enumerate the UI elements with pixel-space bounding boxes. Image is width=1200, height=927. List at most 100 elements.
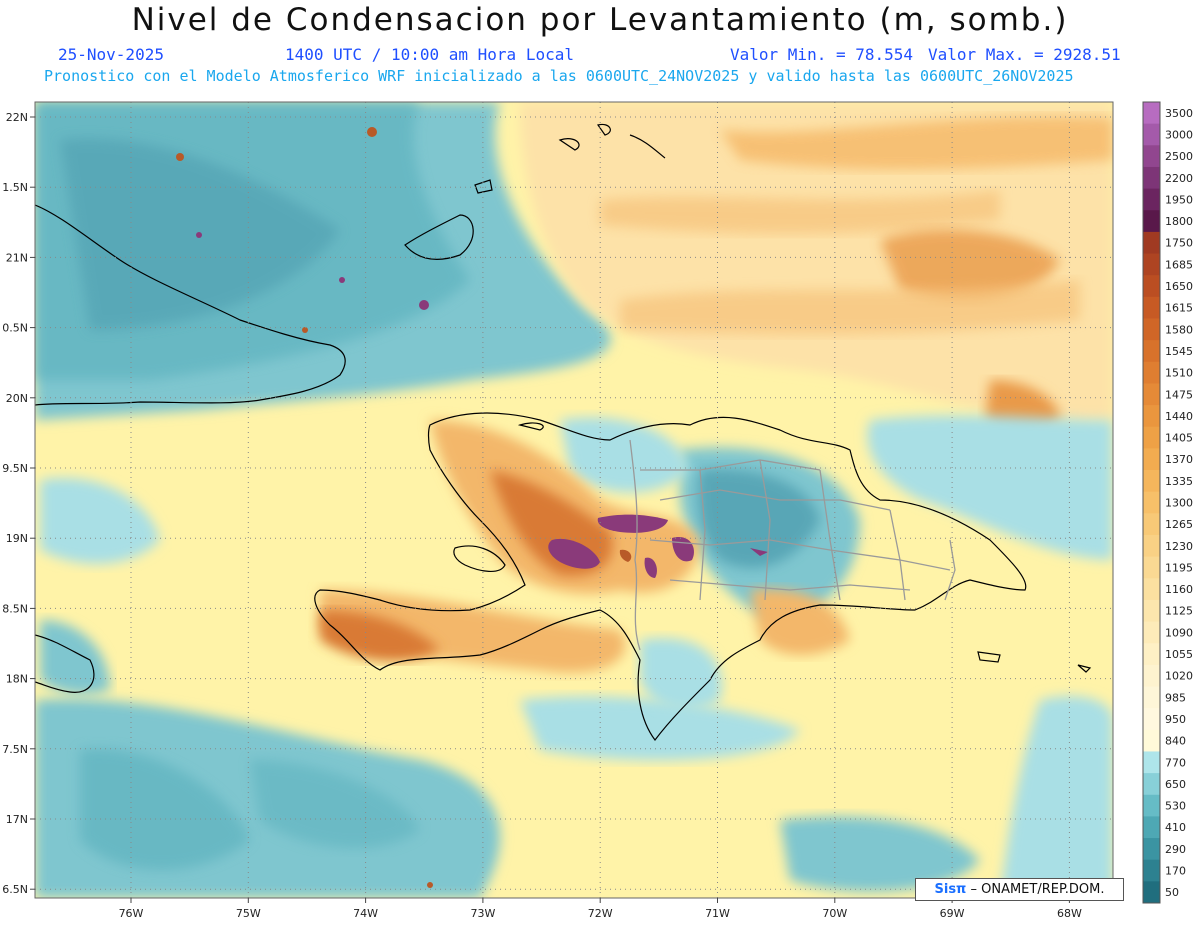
colorbar-label: 1265 xyxy=(1165,518,1193,531)
colorbar-label: 50 xyxy=(1165,886,1179,899)
colorbar-swatch xyxy=(1143,318,1160,341)
colorbar-label: 1370 xyxy=(1165,453,1193,466)
colorbar-label: 2500 xyxy=(1165,150,1193,163)
lat-tick-label: 1.5N xyxy=(2,181,28,194)
lat-tick-label: 6.5N xyxy=(2,883,28,896)
lat-tick-label: 22N xyxy=(6,111,28,124)
colorbar-label: 1300 xyxy=(1165,497,1193,510)
max-value: Valor Max. = 2928.51 xyxy=(928,45,1121,64)
valid-date: 25-Nov-2025 xyxy=(58,45,164,64)
colorbar-swatch xyxy=(1143,340,1160,363)
colorbar-label: 1475 xyxy=(1165,388,1193,401)
colorbar-swatch xyxy=(1143,448,1160,471)
colorbar-swatch xyxy=(1143,859,1160,882)
colorbar-frame xyxy=(1142,101,1161,904)
colorbar-swatch xyxy=(1143,383,1160,406)
field-layer xyxy=(35,102,1113,898)
colorbar-swatch xyxy=(1143,231,1160,255)
colorbar-label: 650 xyxy=(1165,778,1186,791)
coastlines xyxy=(35,123,1092,742)
colorbar-label: 1750 xyxy=(1165,237,1193,250)
colorbar-label: 770 xyxy=(1165,756,1186,769)
colorbar-swatch xyxy=(1143,578,1160,601)
lat-tick-label: 21N xyxy=(6,251,28,264)
colorbar-label: 985 xyxy=(1165,691,1186,704)
lon-tick-label: 73W xyxy=(470,907,495,920)
colorbar-swatch xyxy=(1143,534,1160,558)
colorbar-swatch xyxy=(1143,599,1160,623)
lon-tick-label: 72W xyxy=(588,907,613,920)
colorbar-label: 950 xyxy=(1165,713,1186,726)
colorbar-label: 530 xyxy=(1165,800,1186,813)
colorbar-swatch xyxy=(1143,188,1160,211)
lon-tick-label: 74W xyxy=(353,907,378,920)
colorbar-label: 1685 xyxy=(1165,258,1193,271)
colorbar-swatch xyxy=(1143,513,1160,536)
lat-tick-label: 19N xyxy=(6,532,28,545)
colorbar-label: 3500 xyxy=(1165,107,1193,120)
lon-tick-label: 75W xyxy=(236,907,261,920)
colorbar-label: 170 xyxy=(1165,865,1186,878)
colorbar-label: 410 xyxy=(1165,821,1186,834)
colorbar-label: 1195 xyxy=(1165,561,1193,574)
latitude-labels: 22N 1.5N 21N 0.5N 20N 9.5N 19N 8.5N 18N 7.5N 17N 6.… xyxy=(2,111,35,896)
colorbar-swatch xyxy=(1143,556,1160,579)
colorbar-label: 1335 xyxy=(1165,475,1193,488)
colorbar-swatch xyxy=(1143,405,1160,428)
colorbar-label: 1580 xyxy=(1165,323,1193,336)
colorbar-swatch xyxy=(1143,729,1160,752)
colorbar-swatch xyxy=(1143,621,1160,644)
colorbar-swatch xyxy=(1143,102,1160,125)
colorbar-legend: 3500 3000 2500 2200 1950 1800 1750 1685 1650 1615… xyxy=(1142,101,1193,904)
colorbar-label: 1020 xyxy=(1165,670,1193,683)
colorbar-swatch xyxy=(1143,816,1160,839)
colorbar-label: 1405 xyxy=(1165,432,1193,445)
plot-frame xyxy=(34,101,1114,899)
colorbar-label: 2200 xyxy=(1165,172,1193,185)
lat-tick-label: 18N xyxy=(6,673,28,686)
lat-tick-label: 7.5N xyxy=(2,743,28,756)
colorbar-swatch xyxy=(1143,643,1160,666)
colorbar-swatch xyxy=(1143,253,1160,276)
valid-time: 1400 UTC / 10:00 am Hora Local xyxy=(285,45,574,64)
lat-tick-label: 8.5N xyxy=(2,602,28,615)
colorbar-swatch xyxy=(1143,210,1160,233)
credit-text: – ONAMET/REP.DOM. xyxy=(966,882,1105,897)
lon-tick-label: 69W xyxy=(940,907,965,920)
colorbar-swatch xyxy=(1143,686,1160,709)
colorbar-swatch xyxy=(1143,773,1160,796)
lat-tick-label: 17N xyxy=(6,813,28,826)
lat-tick-label: 9.5N xyxy=(2,462,28,475)
forecast-info: Pronostico con el Modelo Atmosferico WRF… xyxy=(44,67,1074,85)
colorbar-swatch xyxy=(1143,361,1160,384)
colorbar-swatch xyxy=(1143,491,1160,514)
colorbar-label: 1230 xyxy=(1165,540,1193,553)
colorbar-swatch xyxy=(1143,794,1160,817)
colorbar-label: 1440 xyxy=(1165,410,1193,423)
colorbar-swatch xyxy=(1143,708,1160,731)
min-value: Valor Min. = 78.554 xyxy=(730,45,914,64)
colorbar-label: 1160 xyxy=(1165,583,1193,596)
lat-tick-label: 0.5N xyxy=(2,322,28,335)
colorbar-label: 840 xyxy=(1165,735,1186,748)
colorbar-label: 1510 xyxy=(1165,367,1193,380)
lat-tick-label: 20N xyxy=(6,392,28,405)
lon-tick-label: 70W xyxy=(822,907,847,920)
province-borders xyxy=(629,439,956,651)
sispi-logo: Sisπ xyxy=(934,882,967,897)
colorbar-swatch xyxy=(1143,296,1160,319)
colorbar-swatch xyxy=(1143,751,1160,774)
colorbar-label: 3000 xyxy=(1165,128,1193,141)
colorbar-label: 290 xyxy=(1165,843,1186,856)
colorbar-swatch xyxy=(1143,275,1160,298)
longitude-labels: 76W 75W 74W 73W 72W 71W 70W 69W 68W xyxy=(119,898,1082,920)
colorbar-swatch xyxy=(1143,426,1160,449)
colorbar-swatch xyxy=(1143,470,1160,493)
colorbar-swatch xyxy=(1143,881,1160,904)
colorbar-label: 1650 xyxy=(1165,280,1193,293)
colorbar-label: 1055 xyxy=(1165,648,1193,661)
colorbar-swatch xyxy=(1143,166,1160,190)
colorbar-swatch xyxy=(1143,123,1160,146)
lon-tick-label: 68W xyxy=(1057,907,1082,920)
